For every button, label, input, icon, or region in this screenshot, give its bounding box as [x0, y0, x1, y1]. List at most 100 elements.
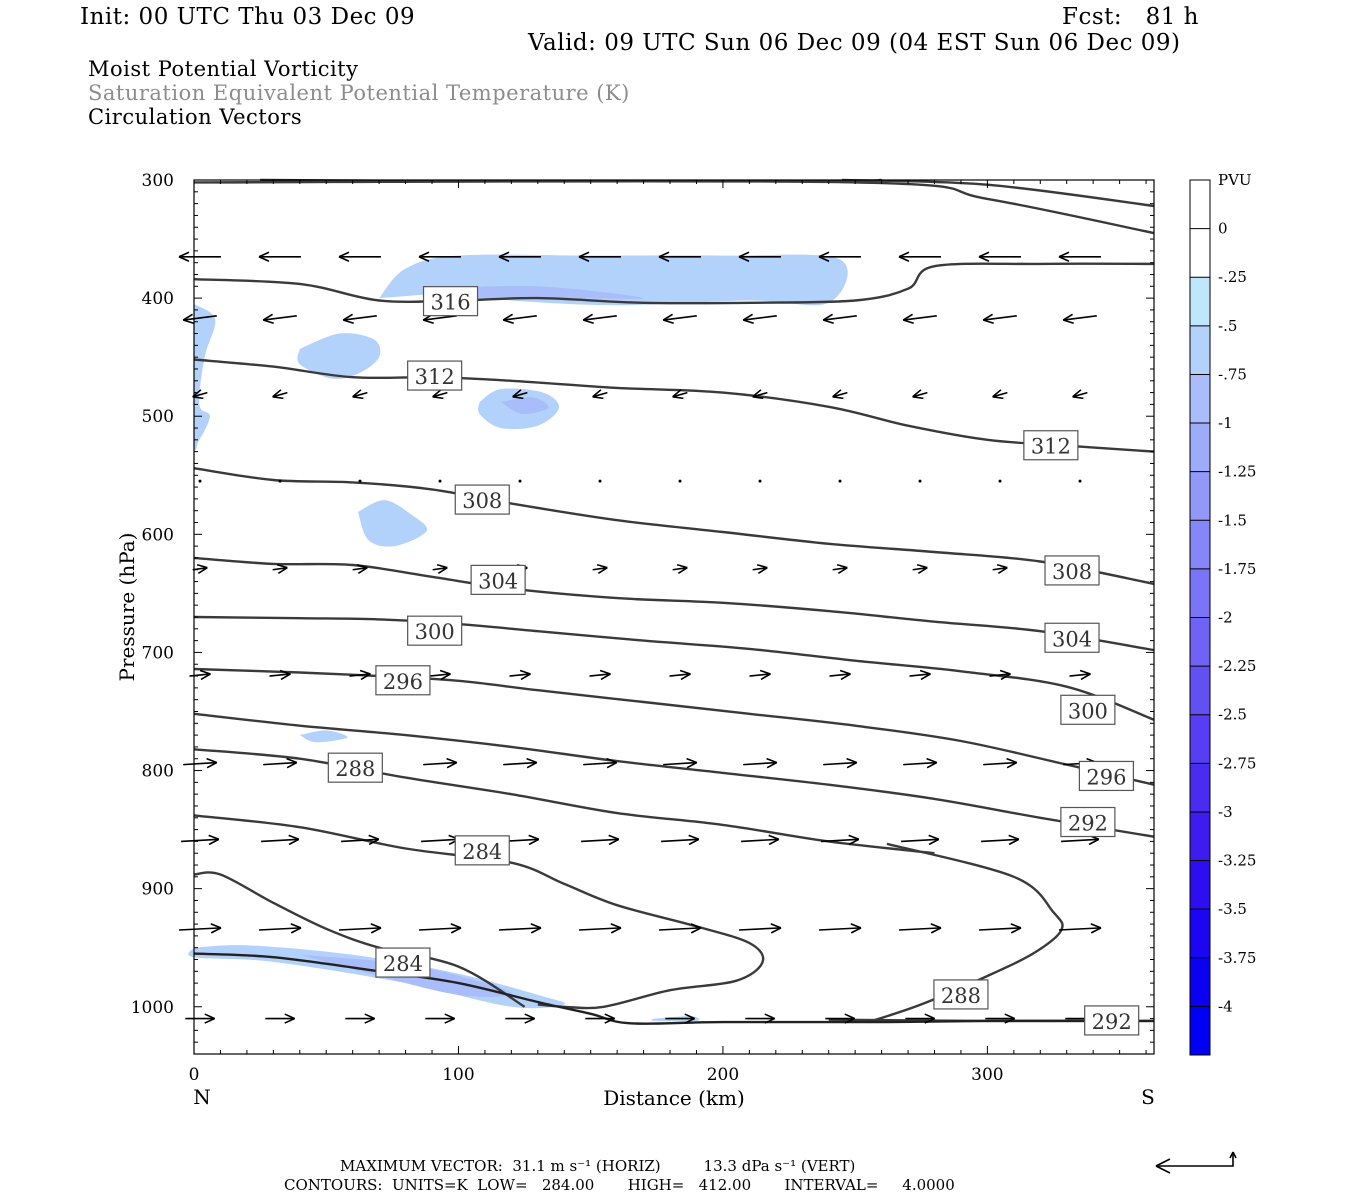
circulation-vector: [583, 757, 618, 769]
colorbar-tick-label: -3.75: [1218, 949, 1256, 967]
colorbar-cell: [1190, 277, 1210, 327]
y-axis-label: Pressure (hPa): [115, 533, 139, 682]
colorbar-cell: [1190, 909, 1210, 959]
circulation-vector: [341, 834, 380, 846]
pv-shade-region: [297, 333, 381, 379]
theta-contour-308: [193, 467, 1155, 586]
circulation-vector: [1058, 251, 1101, 262]
colorbar-unit: PVU: [1218, 171, 1252, 189]
contour-label: 292: [1060, 806, 1116, 838]
circulation-vector: [505, 1013, 536, 1024]
theta-contour-316: [193, 262, 1155, 305]
circulation-vector: [901, 834, 940, 846]
circulation-vector: [509, 669, 531, 681]
circulation-vector: [1058, 923, 1102, 934]
circulation-vector: [358, 479, 362, 483]
max-vector-note: MAXIMUM VECTOR: 31.1 m s⁻¹ (HORIZ) 13.3 …: [340, 1157, 856, 1175]
colorbar-cell: [1190, 811, 1210, 862]
circulation-vector: [425, 1013, 456, 1024]
y-tick-label: 900: [142, 880, 174, 900]
contour-note: CONTOURS: UNITS=K LOW= 284.00 HIGH= 412.…: [284, 1176, 955, 1194]
colorbar-tick-label: -4: [1218, 997, 1233, 1015]
svg-text:296: 296: [1086, 765, 1126, 789]
colorbar-tick-label: -3.5: [1218, 900, 1247, 918]
svg-text:308: 308: [462, 489, 502, 513]
circulation-vector: [658, 923, 702, 934]
circulation-vector: [665, 1013, 696, 1024]
colorbar-cell: [1190, 180, 1210, 230]
x-tick-label: 300: [971, 1065, 1003, 1085]
circulation-vector: [981, 834, 1020, 846]
circulation-vector: [512, 389, 528, 400]
colorbar-tick-label: -2.75: [1218, 754, 1256, 772]
circulation-vector: [352, 563, 368, 575]
theta-contour-284: [193, 871, 526, 1008]
circulation-vector: [992, 563, 1008, 575]
circulation-vector: [189, 669, 211, 681]
colorbar-tick-label: -3.25: [1218, 852, 1256, 870]
contour-label: 284: [454, 835, 510, 866]
circulation-vector: [585, 1013, 616, 1024]
svg-text:304: 304: [1052, 627, 1092, 651]
svg-text:292: 292: [1068, 812, 1108, 836]
circulation-vector: [752, 563, 768, 575]
colorbar-tick-label: -1.5: [1218, 511, 1247, 529]
svg-text:300: 300: [415, 620, 455, 644]
colorbar-cell: [1190, 374, 1210, 424]
circulation-vector: [1062, 313, 1097, 325]
y-tick-label: 300: [142, 171, 174, 191]
circulation-vector: [592, 563, 608, 575]
circulation-vector: [261, 834, 300, 846]
circulation-vector: [498, 251, 541, 262]
svg-text:284: 284: [462, 840, 502, 864]
circulation-vector: [743, 757, 778, 769]
circulation-vector: [745, 1013, 776, 1024]
circulation-vector: [662, 313, 697, 325]
colorbar-tick-label: -1: [1218, 414, 1233, 432]
field-title-theta: Saturation Equivalent Potential Temperat…: [88, 81, 630, 105]
init-time: Init: 00 UTC Thu 03 Dec 09: [80, 4, 416, 30]
circulation-vector: [752, 389, 768, 400]
x-right-label: S: [1141, 1085, 1155, 1109]
svg-text:304: 304: [478, 569, 518, 593]
y-tick-label: 700: [142, 643, 174, 663]
circulation-vector: [978, 251, 1021, 262]
circulation-vector: [423, 757, 458, 769]
circulation-vector: [432, 563, 448, 575]
x-axis-label: Distance (km): [603, 1086, 745, 1110]
y-tick-label: 600: [142, 525, 174, 545]
circulation-vector: [992, 389, 1008, 400]
colorbar-tick-label: -1.75: [1218, 560, 1256, 578]
colorbar-cell: [1190, 714, 1210, 764]
circulation-vector: [342, 313, 377, 325]
circulation-vector: [183, 757, 218, 769]
circulation-vector: [898, 923, 942, 934]
circulation-vector: [338, 251, 381, 262]
svg-text:284: 284: [383, 952, 423, 976]
circulation-vector: [592, 389, 608, 400]
circulation-vector: [658, 251, 701, 262]
circulation-vector: [989, 669, 1011, 681]
colorbar-cell: [1190, 957, 1210, 1007]
contour-label: 304: [470, 564, 526, 595]
circulation-vector: [669, 669, 691, 681]
circulation-vector: [589, 669, 611, 681]
circulation-vector: [741, 834, 780, 846]
colorbar-tick-label: -.75: [1218, 365, 1247, 383]
x-left-label: N: [193, 1085, 211, 1109]
colorbar-tick-label: -2: [1218, 609, 1233, 627]
circulation-vector: [978, 923, 1022, 934]
circulation-vector: [192, 563, 208, 575]
contour-label: 308: [454, 484, 510, 515]
circulation-vector: [581, 834, 620, 846]
circulation-vector: [352, 389, 368, 400]
circulation-vector: [818, 251, 861, 262]
colorbar-cell: [1190, 568, 1210, 618]
colorbar-cell: [1190, 423, 1210, 473]
y-tick-label: 800: [142, 762, 174, 782]
svg-text:288: 288: [941, 984, 981, 1008]
contour-label: 308: [1044, 555, 1100, 586]
svg-text:312: 312: [1031, 435, 1071, 459]
colorbar-tick-label: -2.25: [1218, 657, 1256, 675]
